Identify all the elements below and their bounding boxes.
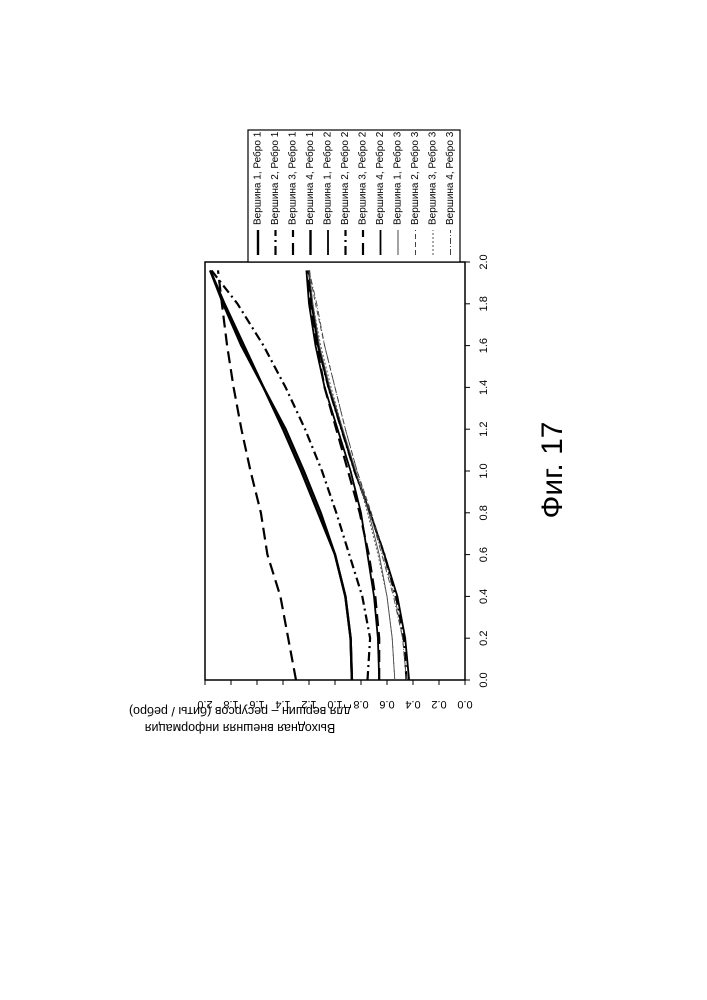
x-tick-label: 0.0 — [478, 672, 490, 687]
y-tick-label: 0.0 — [457, 698, 472, 710]
legend-label-3: Вершина 3, Ребро 1 — [287, 131, 299, 225]
figure-caption: Фиг. 17 — [536, 422, 569, 519]
x-tick-label: 1.6 — [478, 338, 490, 353]
y-axis-title-line-1: Выходная внешняя информация — [145, 721, 335, 735]
series-lines — [210, 270, 409, 680]
legend-label-7: Вершина 3, Ребро 2 — [357, 131, 369, 225]
y-axis-title: Выходная внешняя информация для вершин –… — [129, 704, 351, 735]
y-tick-label: 0.4 — [405, 698, 420, 710]
legend-label-4: Вершина 4, Ребро 1 — [304, 131, 316, 225]
legend-label-6: Вершина 2, Ребро 2 — [339, 131, 351, 225]
legend-label-2: Вершина 2, Ребро 1 — [269, 131, 281, 225]
legend-label-9: Вершина 1, Ребро 3 — [392, 131, 404, 225]
x-tick-label: 0.2 — [478, 631, 490, 646]
legend-label-11: Вершина 3, Ребро 3 — [427, 131, 439, 225]
x-tick-label: 1.0 — [478, 463, 490, 478]
y-tick-label: 0.8 — [353, 698, 368, 710]
x-tick-label: 0.4 — [478, 589, 490, 604]
x-tick-label: 2.0 — [478, 254, 490, 269]
x-tick-label: 0.6 — [478, 547, 490, 562]
y-tick-label: 0.6 — [379, 698, 394, 710]
x-tick-label: 1.4 — [478, 380, 490, 395]
x-tick-label: 1.2 — [478, 422, 490, 437]
legend-label-10: Вершина 2, Ребро 3 — [409, 131, 421, 225]
legend-label-1: Вершина 1, Ребро 1 — [252, 131, 264, 225]
x-tick-label: 1.8 — [478, 296, 490, 311]
plot-area — [205, 262, 465, 680]
series-line-4 — [210, 270, 352, 680]
x-axis: 0.0 0.2 0.4 0.6 0.8 1.0 1.2 1.4 1.6 1.8 2.0 — [465, 254, 490, 687]
y-tick-label: 0.2 — [431, 698, 446, 710]
x-tick-label: 0.8 — [478, 505, 490, 520]
legend-label-8: Вершина 4, Ребро 2 — [374, 131, 386, 225]
y-axis-title-line-2: для вершин – ресурсов (биты / ребро) — [129, 704, 351, 718]
series-line-3 — [218, 270, 296, 680]
legend-label-12: Вершина 4, Ребро 3 — [444, 131, 456, 225]
series-line-1 — [210, 270, 352, 680]
legend-label-5: Вершина 1, Ребро 2 — [322, 131, 334, 225]
